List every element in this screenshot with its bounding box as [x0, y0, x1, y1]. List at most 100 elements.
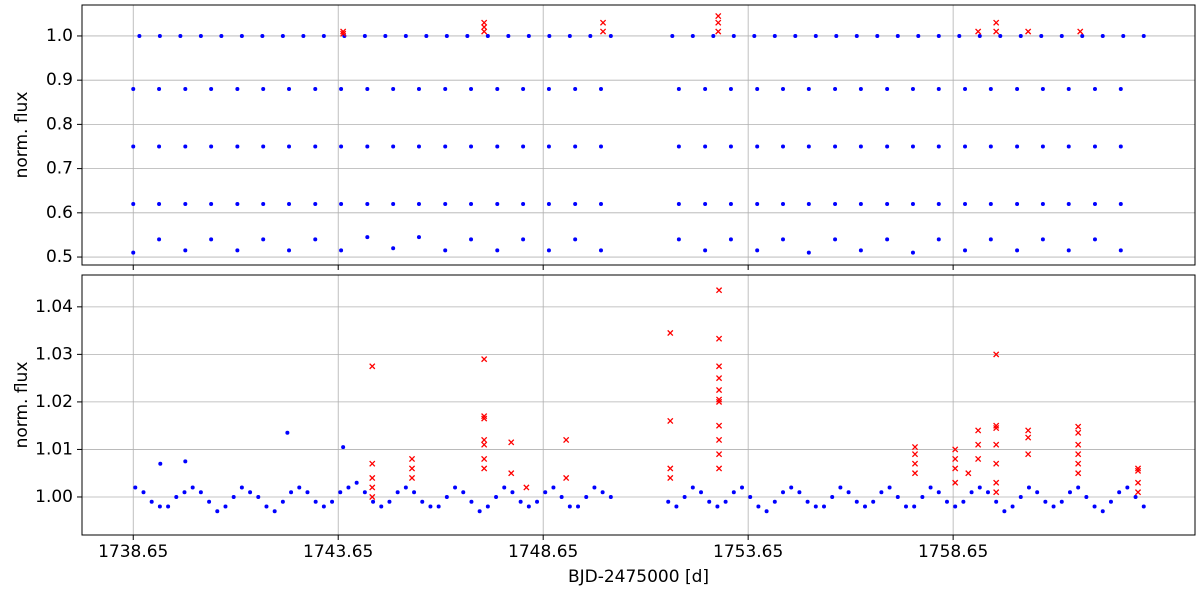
- flagged-point: [715, 363, 723, 370]
- data-point: [977, 485, 982, 490]
- data-point: [365, 144, 370, 149]
- data-point: [469, 499, 474, 504]
- data-point: [740, 485, 745, 490]
- data-point: [895, 494, 900, 499]
- data-point: [830, 494, 835, 499]
- flagged-point: [715, 451, 723, 458]
- data-point: [598, 248, 603, 253]
- data-point: [1080, 33, 1085, 38]
- data-point: [1010, 504, 1015, 509]
- data-point: [912, 504, 917, 509]
- flagged-point: [975, 28, 982, 35]
- data-point: [676, 144, 681, 149]
- data-point: [495, 87, 500, 92]
- data-point: [988, 237, 993, 242]
- flagged-point: [952, 465, 959, 472]
- data-point: [885, 237, 890, 242]
- data-point: [682, 494, 687, 499]
- data-point: [477, 509, 482, 514]
- flagged-point: [481, 356, 488, 363]
- data-point: [957, 33, 962, 38]
- data-point: [707, 499, 712, 504]
- data-point: [469, 87, 474, 92]
- data-point: [755, 87, 760, 92]
- data-point: [209, 87, 214, 92]
- data-point: [1040, 201, 1045, 206]
- data-point: [994, 499, 999, 504]
- y-tick-label: 0.7: [46, 159, 73, 179]
- data-point: [690, 33, 695, 38]
- data-point: [469, 201, 474, 206]
- data-point: [1066, 201, 1071, 206]
- flagged-point: [715, 465, 723, 472]
- data-point: [157, 504, 162, 509]
- data-point: [338, 490, 343, 495]
- data-point: [1084, 494, 1089, 499]
- data-point: [346, 485, 351, 490]
- data-point: [781, 87, 786, 92]
- data-point: [231, 494, 236, 499]
- data-point: [183, 248, 188, 253]
- data-point: [485, 504, 490, 509]
- data-point: [772, 33, 777, 38]
- data-point: [469, 237, 474, 242]
- data-point: [209, 201, 214, 206]
- data-point: [1015, 248, 1020, 253]
- data-point: [443, 248, 448, 253]
- data-point: [854, 33, 859, 38]
- data-point: [547, 33, 552, 38]
- data-point: [576, 504, 581, 509]
- flagged-point: [408, 474, 416, 482]
- data-point: [1118, 144, 1123, 149]
- data-point: [391, 87, 396, 92]
- data-point: [1015, 87, 1020, 92]
- data-point: [131, 87, 136, 92]
- data-point: [287, 87, 292, 92]
- data-point: [756, 504, 761, 509]
- flagged-point: [975, 441, 982, 448]
- data-point: [885, 144, 890, 149]
- data-point: [1092, 504, 1097, 509]
- data-point: [261, 237, 266, 242]
- data-point: [305, 490, 310, 495]
- flagged-point: [599, 28, 607, 35]
- flagged-point: [667, 465, 674, 472]
- data-point: [436, 504, 441, 509]
- data-point: [183, 201, 188, 206]
- data-point: [670, 33, 675, 38]
- data-point: [235, 144, 240, 149]
- data-point: [354, 480, 359, 485]
- data-point: [261, 201, 266, 206]
- data-point: [1059, 33, 1064, 38]
- data-point: [362, 490, 367, 495]
- flagged-point: [1025, 434, 1032, 441]
- data-point: [494, 494, 499, 499]
- data-point: [920, 494, 925, 499]
- data-point: [131, 250, 136, 255]
- data-point: [833, 144, 838, 149]
- data-point: [822, 504, 826, 509]
- data-point: [416, 201, 421, 206]
- data-point: [521, 144, 526, 149]
- flagged-point: [1075, 460, 1082, 467]
- y-tick-label: 0.5: [46, 247, 73, 267]
- data-point: [1121, 33, 1126, 38]
- data-point: [264, 504, 269, 509]
- data-point: [731, 33, 736, 38]
- flagged-point: [715, 19, 722, 26]
- flagged-point: [715, 436, 723, 443]
- flagged-point: [1075, 470, 1082, 477]
- data-point: [362, 33, 367, 38]
- data-point: [403, 33, 408, 38]
- flagged-point: [508, 439, 515, 446]
- y-tick-label: 1.03: [35, 344, 73, 364]
- data-point: [131, 144, 136, 149]
- data-point: [371, 499, 376, 504]
- data-point: [543, 490, 548, 495]
- flagged-point: [508, 470, 515, 477]
- flagged-point: [952, 446, 959, 453]
- data-point: [910, 144, 915, 149]
- panel: 1738.65 1743.65 1748.65 1753.65 1758.65 1.00 1…: [12, 274, 1196, 587]
- data-point: [339, 201, 344, 206]
- data-point: [781, 201, 786, 206]
